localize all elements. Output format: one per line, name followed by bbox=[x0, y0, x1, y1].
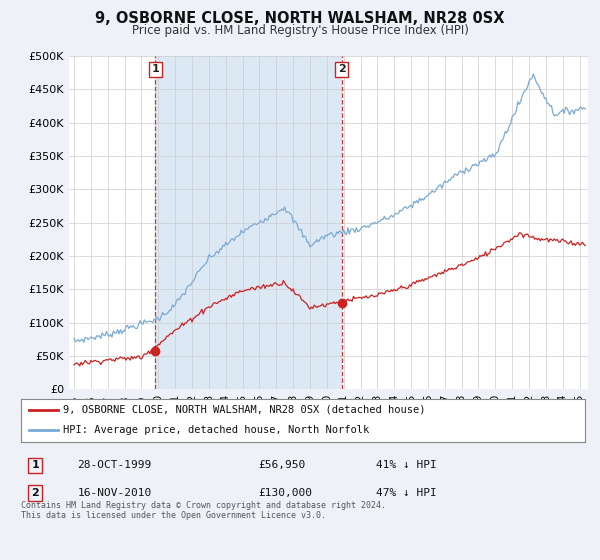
Text: 9, OSBORNE CLOSE, NORTH WALSHAM, NR28 0SX (detached house): 9, OSBORNE CLOSE, NORTH WALSHAM, NR28 0S… bbox=[64, 405, 426, 414]
Text: 2: 2 bbox=[31, 488, 39, 498]
Text: £56,950: £56,950 bbox=[258, 460, 305, 470]
Text: 41% ↓ HPI: 41% ↓ HPI bbox=[376, 460, 437, 470]
Text: Contains HM Land Registry data © Crown copyright and database right 2024.
This d: Contains HM Land Registry data © Crown c… bbox=[21, 501, 386, 520]
Text: 47% ↓ HPI: 47% ↓ HPI bbox=[376, 488, 437, 498]
Text: 1: 1 bbox=[152, 64, 160, 74]
Bar bbox=[155, 56, 341, 389]
Text: 1: 1 bbox=[31, 460, 39, 470]
Text: Price paid vs. HM Land Registry's House Price Index (HPI): Price paid vs. HM Land Registry's House … bbox=[131, 24, 469, 36]
Text: £130,000: £130,000 bbox=[258, 488, 312, 498]
Text: 2: 2 bbox=[338, 64, 346, 74]
Text: 28-OCT-1999: 28-OCT-1999 bbox=[77, 460, 152, 470]
Text: HPI: Average price, detached house, North Norfolk: HPI: Average price, detached house, Nort… bbox=[64, 425, 370, 435]
Text: 16-NOV-2010: 16-NOV-2010 bbox=[77, 488, 152, 498]
Text: 9, OSBORNE CLOSE, NORTH WALSHAM, NR28 0SX: 9, OSBORNE CLOSE, NORTH WALSHAM, NR28 0S… bbox=[95, 11, 505, 26]
